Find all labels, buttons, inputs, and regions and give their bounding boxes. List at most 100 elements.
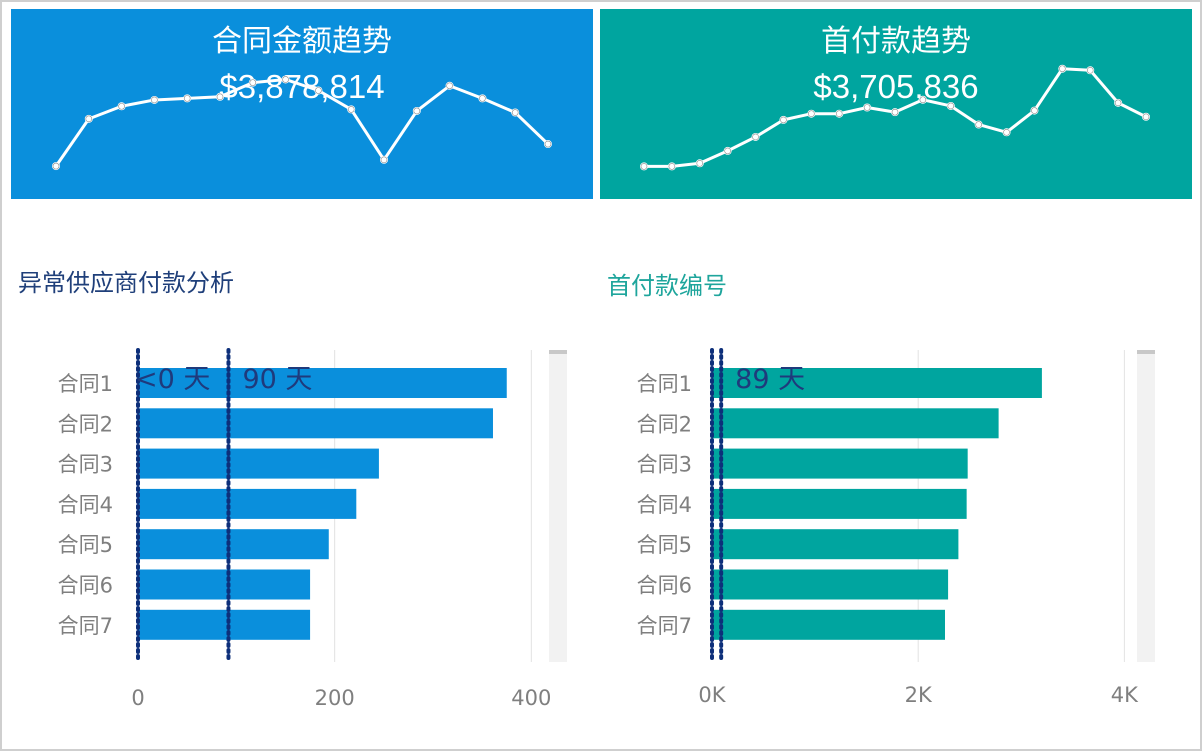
sparkline-point-outline bbox=[1059, 65, 1066, 73]
x-tick-label: 200 bbox=[315, 686, 355, 710]
sparkline-point bbox=[723, 146, 732, 155]
x-tick-label: 0K bbox=[698, 683, 726, 707]
sparkline-point-outline bbox=[863, 104, 871, 111]
sparkline-point bbox=[667, 162, 676, 171]
sparkline-point-outline bbox=[216, 93, 224, 101]
sparkline-point bbox=[511, 108, 520, 117]
bar[interactable] bbox=[712, 529, 959, 560]
sparkline-point-outline bbox=[1003, 129, 1010, 136]
bar[interactable] bbox=[712, 408, 999, 439]
sparkline-point bbox=[314, 86, 323, 95]
reference-line-label: <0 天 bbox=[135, 364, 210, 395]
sparkline-point-outline bbox=[52, 162, 60, 170]
sparkline-point-outline bbox=[752, 133, 759, 141]
category-label: 合同4 bbox=[58, 493, 113, 517]
sparkline-point-outline bbox=[446, 82, 453, 90]
bar[interactable] bbox=[712, 488, 967, 519]
sparkline-point bbox=[1058, 64, 1067, 73]
sparkline-point bbox=[1030, 106, 1039, 115]
sparkline-point-outline bbox=[282, 76, 289, 83]
sparkline-point-outline bbox=[1031, 107, 1038, 114]
sparkline-point bbox=[478, 94, 487, 103]
scrollbar-track[interactable] bbox=[1137, 350, 1155, 662]
sparkline-path bbox=[644, 67, 1147, 168]
bar[interactable] bbox=[138, 408, 493, 439]
sparkline-point-outline bbox=[1142, 113, 1150, 121]
sparkline-point bbox=[117, 102, 126, 111]
bar[interactable] bbox=[138, 488, 357, 519]
sparkline-point bbox=[863, 103, 872, 112]
sparkline-point-outline bbox=[668, 163, 676, 170]
sparkline-point bbox=[445, 81, 454, 90]
sparkline-point bbox=[835, 109, 844, 118]
sparkline-point bbox=[183, 94, 192, 103]
bar[interactable] bbox=[712, 448, 968, 479]
category-label: 合同6 bbox=[58, 574, 113, 598]
category-label: 合同5 bbox=[637, 533, 692, 557]
reference-line-label: 90 天 bbox=[242, 364, 312, 395]
bar[interactable] bbox=[138, 448, 379, 479]
x-tick-label: 0 bbox=[131, 686, 144, 710]
sparkline-point bbox=[1086, 66, 1095, 75]
sparkline-path bbox=[54, 77, 550, 167]
sparkline-point bbox=[1002, 128, 1011, 137]
sparkline-point bbox=[974, 120, 983, 129]
category-label: 合同6 bbox=[637, 574, 692, 598]
sparkline-point-outline bbox=[249, 79, 257, 86]
x-tick-label: 400 bbox=[511, 686, 551, 710]
category-label: 合同2 bbox=[58, 412, 113, 436]
sparkline-point bbox=[150, 95, 159, 104]
scrollbar-thumb[interactable] bbox=[1137, 350, 1155, 354]
section-title-abnormal-supplier: 异常供应商付款分析 bbox=[18, 269, 234, 297]
sparkline-point bbox=[412, 106, 421, 115]
sparkline-point bbox=[640, 162, 648, 171]
sparkline-point-outline bbox=[118, 102, 125, 110]
sparkline-point-outline bbox=[85, 115, 93, 123]
sparkline-down-payment bbox=[640, 64, 1150, 171]
sparkline-point-outline bbox=[835, 110, 843, 117]
category-label: 合同7 bbox=[58, 614, 113, 638]
bar[interactable] bbox=[712, 609, 945, 640]
sparkline-point bbox=[544, 140, 552, 149]
kpi-card-down-payment[interactable]: 首付款趋势 $3,705,836 bbox=[600, 9, 1192, 199]
bar[interactable] bbox=[138, 368, 507, 398]
bar[interactable] bbox=[138, 569, 311, 600]
category-label: 合同3 bbox=[637, 453, 692, 477]
bar[interactable] bbox=[138, 609, 311, 640]
kpi-card-contract-amount[interactable]: 合同金额趋势 $3,878,814 bbox=[11, 9, 593, 199]
bar[interactable] bbox=[712, 368, 1042, 398]
bar-chart-down-payment: 0K 2K 4K 合同1 合同2 合同3 合同4 合同5 合同6 合同7 89 天 bbox=[637, 348, 1155, 707]
reference-line-label: 89 天 bbox=[735, 364, 805, 395]
sparkline-point bbox=[807, 109, 816, 118]
sparkline-point bbox=[347, 105, 356, 114]
category-label: 合同4 bbox=[637, 493, 692, 517]
category-label: 合同1 bbox=[637, 372, 692, 396]
sparkline-point-outline bbox=[975, 121, 982, 128]
sparkline-point-outline bbox=[380, 156, 388, 164]
sparkline-point bbox=[918, 95, 927, 104]
section-title-down-payment-id: 首付款编号 bbox=[607, 272, 727, 300]
category-label: 合同7 bbox=[637, 614, 692, 638]
category-label: 合同1 bbox=[58, 372, 113, 396]
bar-chart-abnormal-supplier: 0 200 400 合同1 合同2 合同3 合同4 合同5 合同6 合同7 <0 天 90 天 bbox=[58, 348, 567, 710]
category-label: 合同2 bbox=[637, 412, 692, 436]
kpi-title: 合同金额趋势 bbox=[212, 24, 392, 59]
sparkline-point bbox=[695, 159, 704, 168]
sparkline-point-outline bbox=[315, 87, 322, 94]
bar[interactable] bbox=[138, 529, 329, 560]
sparkline-point-outline bbox=[544, 140, 552, 148]
kpi-title: 首付款趋势 bbox=[821, 24, 971, 59]
sparkline-point bbox=[248, 78, 257, 87]
sparkline-point bbox=[52, 162, 60, 171]
sparkline-point-outline bbox=[151, 96, 158, 104]
scrollbar-thumb[interactable] bbox=[549, 350, 567, 354]
sparkline-point-outline bbox=[808, 110, 815, 117]
category-label: 合同3 bbox=[58, 453, 113, 477]
sparkline-point-outline bbox=[891, 108, 899, 116]
x-tick-label: 2K bbox=[905, 683, 933, 707]
sparkline-point bbox=[84, 114, 93, 123]
bar[interactable] bbox=[712, 569, 949, 600]
scrollbar-track[interactable] bbox=[549, 350, 567, 662]
sparkline-point bbox=[779, 115, 788, 124]
sparkline-point bbox=[946, 101, 955, 110]
